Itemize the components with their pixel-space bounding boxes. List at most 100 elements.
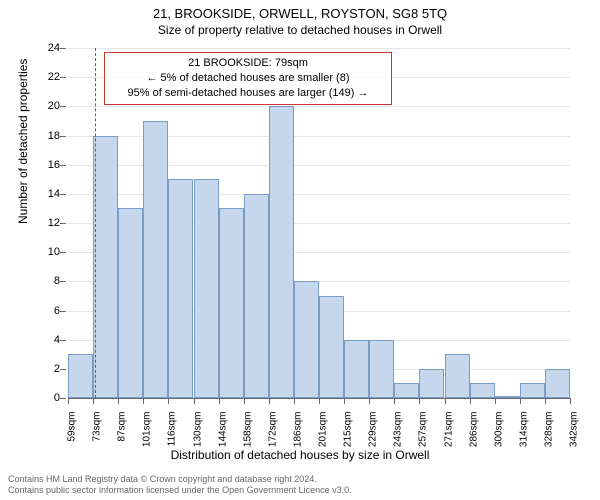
x-tick-label: 101sqm	[142, 412, 153, 452]
y-tick-label: 24	[30, 42, 60, 54]
x-tick-label: 342sqm	[569, 412, 580, 452]
histogram-bar	[118, 208, 143, 398]
x-tick	[445, 398, 446, 404]
histogram-bar	[219, 208, 244, 398]
histogram-bar	[269, 106, 294, 398]
y-tick	[60, 165, 66, 166]
callout-box: 21 BROOKSIDE: 79sqm ← 5% of detached hou…	[104, 52, 392, 105]
x-tick-label: 186sqm	[292, 412, 303, 452]
x-tick-label: 116sqm	[167, 412, 178, 452]
y-tick-label: 8	[30, 275, 60, 287]
y-tick	[60, 369, 66, 370]
x-tick	[93, 398, 94, 404]
histogram-bar	[194, 179, 219, 398]
chart-area: 02468101214161820222459sqm73sqm87sqm101s…	[68, 48, 570, 398]
y-tick-label: 14	[30, 188, 60, 200]
y-tick	[60, 398, 66, 399]
x-tick	[570, 398, 571, 404]
x-tick-label: 257sqm	[418, 412, 429, 452]
histogram-bar	[394, 383, 419, 398]
y-tick	[60, 77, 66, 78]
x-tick-label: 271sqm	[443, 412, 454, 452]
y-tick	[60, 281, 66, 282]
x-axis-label: Distribution of detached houses by size …	[0, 448, 600, 462]
histogram-bar	[68, 354, 93, 398]
x-tick-label: 229sqm	[368, 412, 379, 452]
y-tick-label: 16	[30, 159, 60, 171]
histogram-bar	[319, 296, 344, 398]
x-tick-label: 328sqm	[543, 412, 554, 452]
attribution: Contains HM Land Registry data © Crown c…	[8, 474, 352, 496]
gridline	[68, 48, 570, 49]
x-tick-label: 130sqm	[192, 412, 203, 452]
histogram-bar	[369, 340, 394, 398]
histogram-bar	[419, 369, 444, 398]
y-tick	[60, 106, 66, 107]
x-tick	[394, 398, 395, 404]
y-tick	[60, 340, 66, 341]
histogram-bar	[143, 121, 168, 398]
property-marker-line	[95, 48, 96, 398]
callout-line-1: 21 BROOKSIDE: 79sqm	[111, 56, 385, 71]
x-tick	[143, 398, 144, 404]
chart-title: 21, BROOKSIDE, ORWELL, ROYSTON, SG8 5TQ	[0, 0, 600, 21]
histogram-bar	[520, 383, 545, 398]
histogram-bar	[545, 369, 570, 398]
x-tick	[168, 398, 169, 404]
y-tick	[60, 223, 66, 224]
x-tick	[319, 398, 320, 404]
x-tick	[470, 398, 471, 404]
callout-line-2: ← 5% of detached houses are smaller (8)	[111, 71, 385, 86]
chart-page: 21, BROOKSIDE, ORWELL, ROYSTON, SG8 5TQ …	[0, 0, 600, 500]
x-tick	[545, 398, 546, 404]
x-tick-label: 286sqm	[468, 412, 479, 452]
x-tick	[344, 398, 345, 404]
y-tick	[60, 311, 66, 312]
y-tick	[60, 136, 66, 137]
histogram-bar	[445, 354, 470, 398]
histogram-bar	[93, 136, 118, 399]
x-tick	[244, 398, 245, 404]
x-tick	[419, 398, 420, 404]
y-tick	[60, 48, 66, 49]
x-tick	[495, 398, 496, 404]
histogram-bar	[294, 281, 319, 398]
y-axis-label: Number of detached properties	[16, 59, 30, 224]
y-tick-label: 22	[30, 71, 60, 83]
histogram-bar	[470, 383, 495, 398]
y-tick-label: 4	[30, 334, 60, 346]
x-tick	[369, 398, 370, 404]
x-tick-label: 201sqm	[318, 412, 329, 452]
y-tick-label: 12	[30, 217, 60, 229]
x-tick-label: 59sqm	[67, 412, 78, 452]
x-tick	[68, 398, 69, 404]
x-tick-label: 215sqm	[343, 412, 354, 452]
y-tick-label: 2	[30, 363, 60, 375]
x-tick	[520, 398, 521, 404]
y-tick	[60, 194, 66, 195]
x-tick-label: 300sqm	[493, 412, 504, 452]
y-tick-label: 18	[30, 130, 60, 142]
x-tick	[269, 398, 270, 404]
x-tick-label: 87sqm	[117, 412, 128, 452]
histogram-bar	[344, 340, 369, 398]
x-tick-label: 243sqm	[393, 412, 404, 452]
x-tick-label: 314sqm	[518, 412, 529, 452]
y-tick-label: 10	[30, 246, 60, 258]
attribution-line-2: Contains public sector information licen…	[8, 485, 352, 496]
y-tick-label: 6	[30, 305, 60, 317]
x-tick-label: 158sqm	[242, 412, 253, 452]
x-tick-label: 73sqm	[92, 412, 103, 452]
gridline	[68, 106, 570, 107]
x-tick-label: 172sqm	[267, 412, 278, 452]
chart-subtitle: Size of property relative to detached ho…	[0, 21, 600, 37]
y-tick	[60, 252, 66, 253]
x-tick	[294, 398, 295, 404]
x-tick-label: 144sqm	[217, 412, 228, 452]
callout-line-3: 95% of semi-detached houses are larger (…	[111, 86, 385, 101]
x-tick	[194, 398, 195, 404]
histogram-bar	[495, 396, 520, 398]
histogram-bar	[244, 194, 269, 398]
y-tick-label: 0	[30, 392, 60, 404]
histogram-bar	[168, 179, 193, 398]
